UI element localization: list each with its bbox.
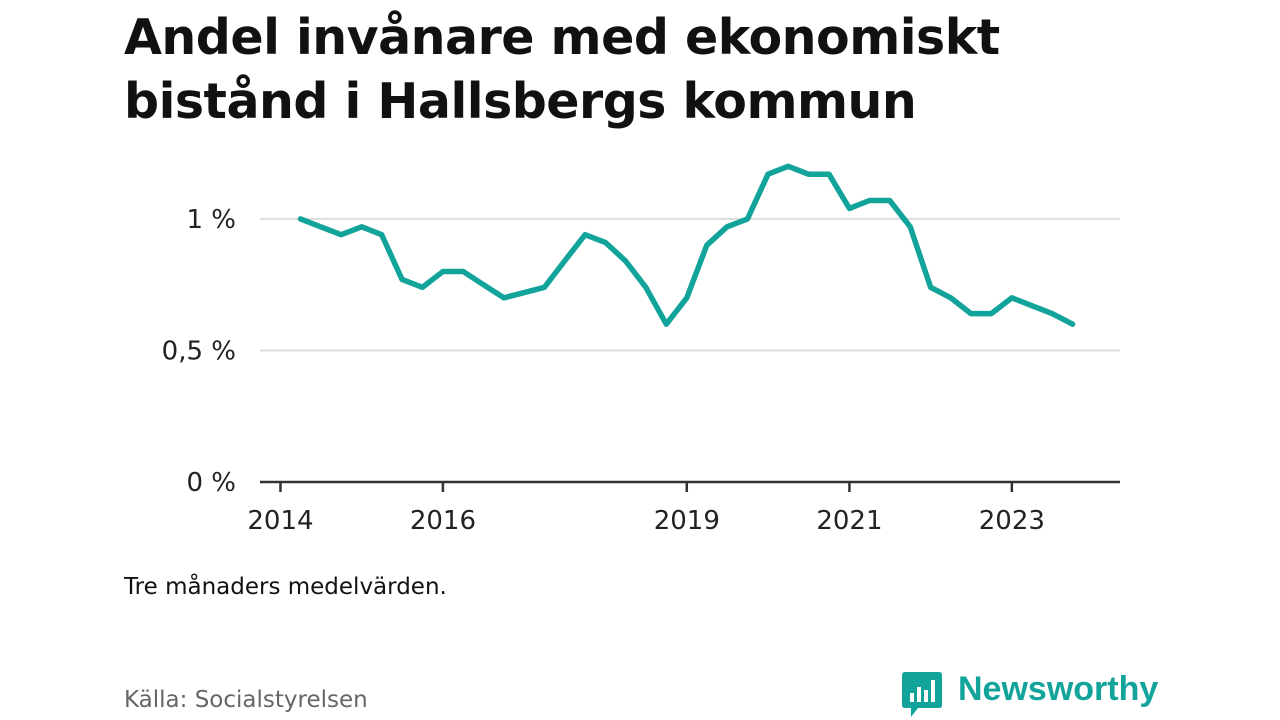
- x-tick-label: 2014: [247, 506, 313, 536]
- data-point: [625, 260, 627, 262]
- y-tick-label: 0 %: [186, 468, 236, 498]
- data-point: [950, 297, 952, 299]
- y-tick-label: 1 %: [186, 205, 236, 235]
- source-credit: Källa: Socialstyrelsen: [124, 687, 368, 713]
- data-point: [665, 323, 667, 325]
- line-chart: 0 % 0,5 % 1 % 2014 2016 2019 2021 2023: [162, 163, 1120, 536]
- x-tick-label: 2021: [816, 506, 882, 536]
- x-tick-label: 2016: [410, 506, 476, 536]
- data-point: [1011, 297, 1013, 299]
- data-point: [299, 218, 301, 220]
- data-point: [645, 286, 647, 288]
- data-point: [482, 284, 484, 286]
- data-point: [564, 260, 566, 262]
- data-point: [909, 226, 911, 228]
- data-point: [686, 297, 688, 299]
- series-line: [297, 163, 1076, 327]
- data-point: [1031, 305, 1033, 307]
- x-axis-labels: 2014 2016 2019 2021 2023: [247, 506, 1045, 536]
- data-point: [848, 207, 850, 209]
- data-point: [605, 242, 607, 244]
- data-point: [1051, 313, 1053, 315]
- data-point: [361, 226, 363, 228]
- data-point: [726, 226, 728, 228]
- data-point: [889, 200, 891, 202]
- data-point: [421, 286, 423, 288]
- brand-name: Newsworthy: [958, 670, 1159, 708]
- data-point: [990, 313, 992, 315]
- data-point: [787, 165, 789, 167]
- data-point: [340, 234, 342, 236]
- series: [297, 163, 1076, 327]
- y-axis-labels: 0 % 0,5 % 1 %: [162, 205, 236, 498]
- bar-chart-speech-bubble-icon: [902, 672, 942, 717]
- data-point: [462, 271, 464, 273]
- data-point: [807, 173, 809, 175]
- data-point: [706, 244, 708, 246]
- data-point: [970, 313, 972, 315]
- data-point: [767, 173, 769, 175]
- x-axis: [260, 480, 1120, 492]
- data-point: [930, 286, 932, 288]
- x-tick-label: 2019: [654, 506, 720, 536]
- chart-note: Tre månaders medelvärden.: [124, 574, 447, 600]
- data-point: [320, 226, 322, 228]
- data-point: [401, 278, 403, 280]
- chart-title: Andel invånare med ekonomiskt bistånd i …: [124, 9, 1000, 130]
- data-point: [747, 218, 749, 220]
- data-point: [868, 200, 870, 202]
- data-point: [503, 297, 505, 299]
- data-point: [442, 271, 444, 273]
- gridlines: [260, 217, 1120, 352]
- data-point: [828, 173, 830, 175]
- data-point: [381, 234, 383, 236]
- data-point: [584, 234, 586, 236]
- x-tick-label: 2023: [979, 506, 1045, 536]
- data-point: [523, 292, 525, 294]
- data-point: [1072, 323, 1074, 325]
- y-tick-label: 0,5 %: [162, 336, 236, 366]
- data-point: [543, 286, 545, 288]
